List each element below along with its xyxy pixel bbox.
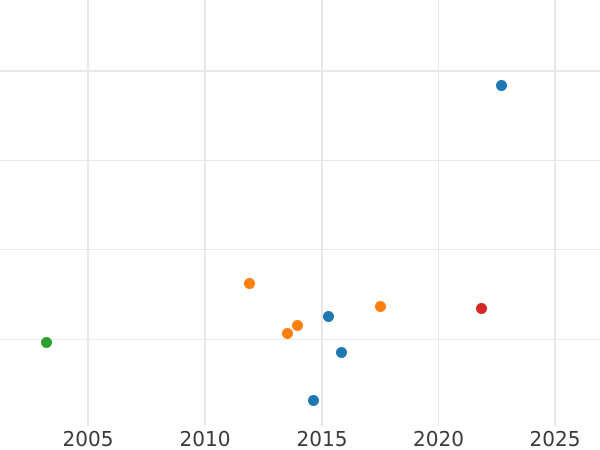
x-tick-label: 2010	[179, 427, 231, 450]
data-point-blue	[322, 310, 334, 322]
data-point-blue	[495, 79, 507, 91]
data-point-orange	[374, 300, 386, 312]
x-tick-label: 2020	[413, 427, 464, 450]
gridline-horizontal	[0, 70, 600, 72]
x-tick-label: 2015	[296, 427, 348, 450]
gridline-vertical	[554, 0, 556, 426]
data-point-blue	[307, 394, 319, 406]
gridline-horizontal	[0, 249, 600, 251]
data-point-green	[40, 336, 52, 348]
gridline-horizontal	[0, 338, 600, 341]
data-point-blue	[335, 346, 347, 358]
gridline-vertical	[437, 0, 440, 426]
gridline-vertical	[87, 0, 89, 426]
gridline-horizontal	[0, 159, 600, 161]
x-tick-label: 2025	[529, 427, 581, 450]
data-point-red	[475, 302, 487, 314]
data-point-orange	[291, 319, 303, 331]
data-point-orange	[281, 327, 293, 339]
gridline-vertical	[204, 0, 206, 426]
data-point-orange	[243, 277, 255, 289]
gridline-vertical	[321, 0, 323, 426]
x-tick-label: 2005	[62, 427, 114, 450]
